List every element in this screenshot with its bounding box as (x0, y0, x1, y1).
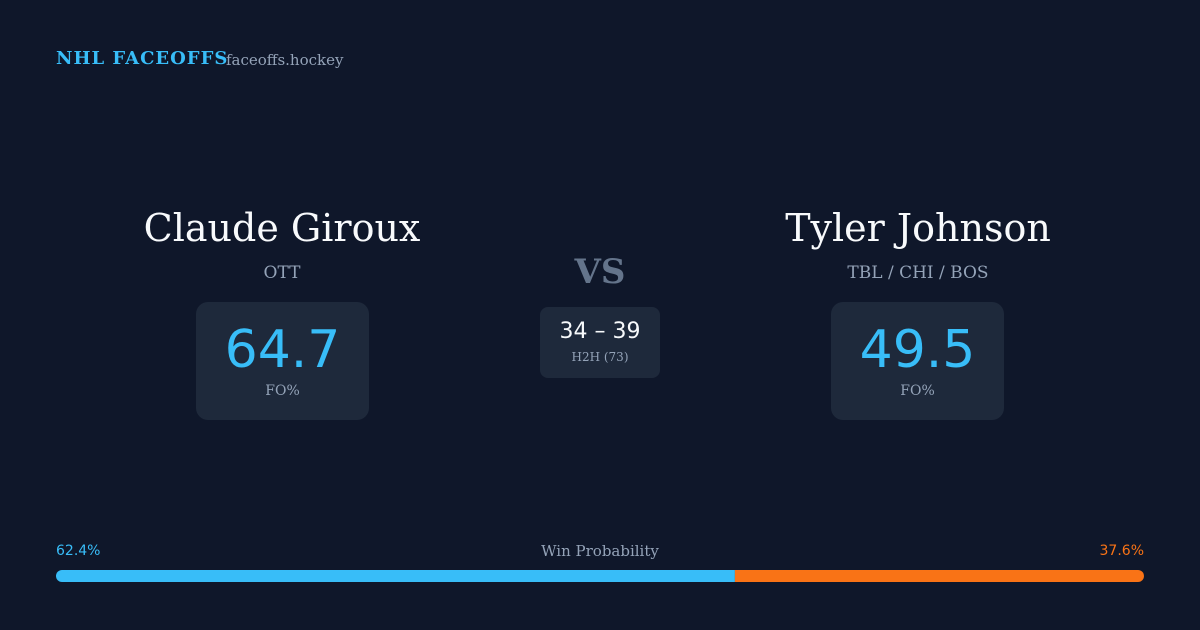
win-prob-left: 62.4% (56, 543, 101, 559)
win-prob-segment (56, 570, 735, 582)
site: faceoffs.hockey (226, 51, 344, 69)
win-prob-segment (734, 570, 1144, 582)
fo-pct: 64.7 (224, 320, 341, 380)
brand: NHL FACEOFFS (56, 48, 229, 69)
h2h-label: H2H (73) (571, 350, 629, 364)
win-prob-bar (56, 570, 1144, 582)
win-prob-label: Win Probability (541, 542, 659, 560)
player-name: Claude Giroux (143, 206, 421, 250)
h2h-box: 34 – 39 H2H (73) (540, 307, 660, 378)
stat-box: 64.7 FO% (196, 302, 369, 420)
vs: VS (574, 252, 626, 292)
stat-box: 49.5 FO% (831, 302, 1004, 420)
fo-label: FO% (265, 383, 300, 399)
player-name: Tyler Johnson (785, 206, 1051, 250)
player-team: OTT (263, 263, 301, 283)
h2h-score: 34 – 39 (559, 319, 641, 344)
fo-pct: 49.5 (859, 320, 976, 380)
player-team: TBL / CHI / BOS (847, 263, 989, 283)
fo-label: FO% (900, 383, 935, 399)
win-prob-right: 37.6% (1099, 543, 1144, 559)
